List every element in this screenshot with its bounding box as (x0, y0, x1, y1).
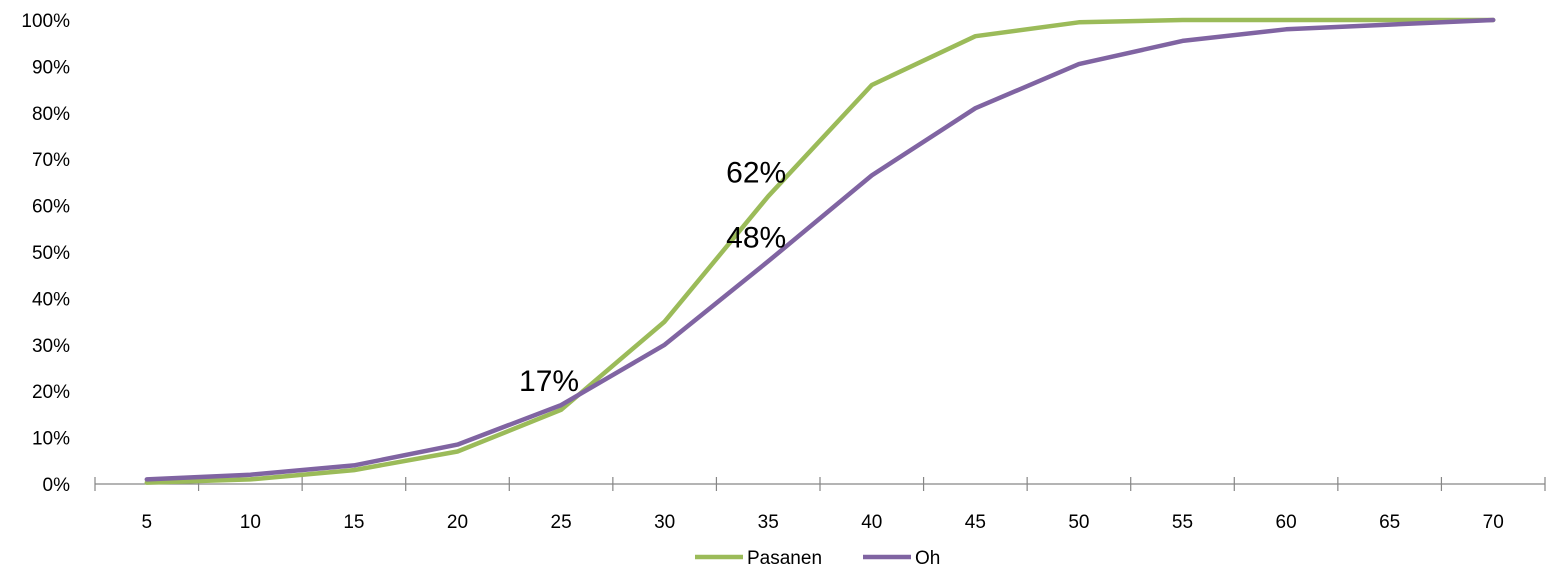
x-tick-label: 70 (1483, 512, 1504, 533)
data-label: 48% (726, 221, 786, 254)
x-tick-label: 30 (654, 512, 675, 533)
y-axis-tick-labels: 0% 10% 20% 30% 40% 50% 60% 70% 80% 90% 100% (21, 11, 70, 496)
y-tick-label: 20% (32, 382, 70, 403)
series-lines (144, 17, 1496, 485)
x-tick-label: 50 (1068, 512, 1089, 533)
legend-label-oh: Oh (915, 548, 940, 568)
y-tick-label: 100% (21, 11, 70, 32)
data-label: 62% (726, 156, 786, 189)
data-label: 17% (519, 365, 579, 398)
legend-label-pasanen: Pasanen (747, 548, 822, 568)
y-tick-label: 10% (32, 429, 70, 450)
data-labels: 17% 62% 48% (519, 156, 786, 398)
legend: Pasanen Oh (695, 548, 940, 568)
x-axis-ticks (94, 477, 1546, 491)
x-tick-label: 35 (758, 512, 779, 533)
y-tick-label: 90% (32, 57, 70, 78)
x-tick-label: 20 (447, 512, 468, 533)
series-line-oh (144, 17, 1496, 482)
y-tick-label: 70% (32, 150, 70, 171)
x-tick-label: 10 (240, 512, 261, 533)
series-line-pasanen (144, 17, 1496, 485)
y-tick-label: 40% (32, 289, 70, 310)
x-tick-label: 60 (1276, 512, 1297, 533)
y-tick-label: 0% (43, 475, 71, 496)
x-tick-label: 65 (1379, 512, 1400, 533)
x-tick-label: 15 (343, 512, 364, 533)
x-axis-tick-labels: 5 10 15 20 25 30 35 40 45 50 55 60 65 70 (141, 512, 1503, 533)
y-tick-label: 60% (32, 197, 70, 218)
y-tick-label: 80% (32, 104, 70, 125)
x-tick-label: 25 (551, 512, 572, 533)
y-tick-label: 30% (32, 336, 70, 357)
x-tick-label: 40 (861, 512, 882, 533)
x-tick-label: 5 (141, 512, 152, 533)
x-tick-label: 45 (965, 512, 986, 533)
y-tick-label: 50% (32, 243, 70, 264)
x-tick-label: 55 (1172, 512, 1193, 533)
